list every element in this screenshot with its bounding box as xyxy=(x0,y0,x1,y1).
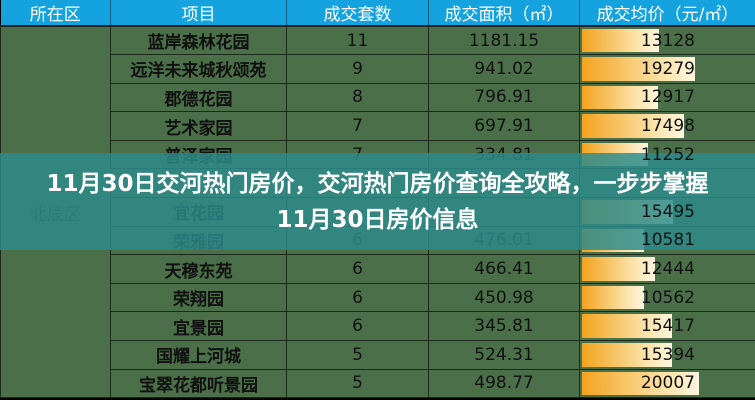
area-cell: 498.77 xyxy=(428,368,580,399)
price-value: 12917 xyxy=(640,87,695,108)
area-cell: 941.02 xyxy=(428,54,580,84)
area-cell: 1181.15 xyxy=(428,25,580,56)
area-cell: 466.41 xyxy=(428,254,580,284)
price-cell: 15394 xyxy=(579,340,755,370)
table-row: 国耀上河城 5 524.31 15394 xyxy=(1,340,755,370)
price-value: 15417 xyxy=(640,316,695,337)
price-cell: 20007 xyxy=(579,368,755,399)
area-cell: 345.81 xyxy=(428,311,580,342)
header-district: 所在区 xyxy=(0,0,111,27)
price-bar xyxy=(582,29,659,53)
table-row: 荣翔园 6 450.98 10562 xyxy=(1,282,755,313)
count-cell: 9 xyxy=(286,54,429,84)
table-row: 宜景园 6 345.81 15417 xyxy=(1,311,755,342)
price-cell: 19279 xyxy=(579,54,755,84)
header-price: 成交均价（元/㎡） xyxy=(579,0,755,27)
price-bar xyxy=(582,314,673,339)
header-area: 成交面积（㎡） xyxy=(428,0,580,27)
price-cell: 13128 xyxy=(579,25,755,56)
project-cell: 天穆东苑 xyxy=(110,254,287,284)
project-cell: 远洋未来城秋颂苑 xyxy=(110,54,287,84)
price-bar xyxy=(582,343,673,367)
price-value: 11252 xyxy=(640,144,695,165)
title-banner: 11月30日交河热门房价，交河热门房价查询全攻略，一步步掌握11月30日房价信息 xyxy=(0,153,755,250)
price-value: 12444 xyxy=(640,259,695,280)
count-cell: 5 xyxy=(286,340,429,370)
price-cell: 12444 xyxy=(579,254,755,284)
price-value: 19279 xyxy=(640,58,695,79)
price-value: 13128 xyxy=(640,30,695,51)
area-cell: 796.91 xyxy=(428,82,580,113)
table-row: 宝翠花都听景园 5 498.77 20007 xyxy=(1,368,755,399)
price-cell: 10562 xyxy=(579,282,755,313)
table-row: 郡德花园 8 796.91 12917 xyxy=(1,82,755,113)
table-header-row: 所在区 项目 成交套数 成交面积（㎡） 成交均价（元/㎡） xyxy=(0,0,755,27)
price-bar xyxy=(582,114,685,138)
price-bar xyxy=(582,371,699,396)
project-cell: 国耀上河城 xyxy=(110,340,287,370)
count-cell: 8 xyxy=(286,82,429,113)
count-cell: 11 xyxy=(286,25,429,56)
price-cell: 17498 xyxy=(579,111,755,141)
project-cell: 艺术家园 xyxy=(110,111,287,141)
project-cell: 蓝岸森林花园 xyxy=(110,25,287,56)
count-cell: 6 xyxy=(286,311,429,342)
count-cell: 6 xyxy=(286,282,429,313)
price-value: 15394 xyxy=(640,344,695,365)
table-row: 远洋未来城秋颂苑 9 941.02 19279 xyxy=(1,54,755,84)
price-bar xyxy=(582,257,655,281)
price-value: 20007 xyxy=(640,373,695,394)
price-cell: 12917 xyxy=(579,82,755,113)
project-cell: 宝翠花都听景园 xyxy=(110,368,287,399)
area-cell: 450.98 xyxy=(428,282,580,313)
price-bar xyxy=(582,57,695,81)
project-cell: 郡德花园 xyxy=(110,82,287,113)
area-cell: 524.31 xyxy=(428,340,580,370)
table-row: 艺术家园 7 697.91 17498 xyxy=(1,111,755,141)
header-project: 项目 xyxy=(110,0,287,27)
price-value: 10581 xyxy=(640,230,695,251)
banner-title: 11月30日交河热门房价，交河热门房价查询全攻略，一步步掌握11月30日房价信息 xyxy=(46,170,709,233)
table-row: 天穆东苑 6 466.41 12444 xyxy=(1,254,755,284)
price-value: 15495 xyxy=(640,201,695,222)
price-bar xyxy=(582,285,644,310)
area-cell: 697.91 xyxy=(428,111,580,141)
project-cell: 荣翔园 xyxy=(110,282,287,313)
price-cell: 15417 xyxy=(579,311,755,342)
project-cell: 宜景园 xyxy=(110,311,287,342)
count-cell: 7 xyxy=(286,111,429,141)
price-value: 17498 xyxy=(640,116,695,137)
price-bar xyxy=(582,85,658,110)
count-cell: 6 xyxy=(286,254,429,284)
header-count: 成交套数 xyxy=(286,0,429,27)
count-cell: 5 xyxy=(286,368,429,399)
price-value: 10562 xyxy=(640,287,695,308)
